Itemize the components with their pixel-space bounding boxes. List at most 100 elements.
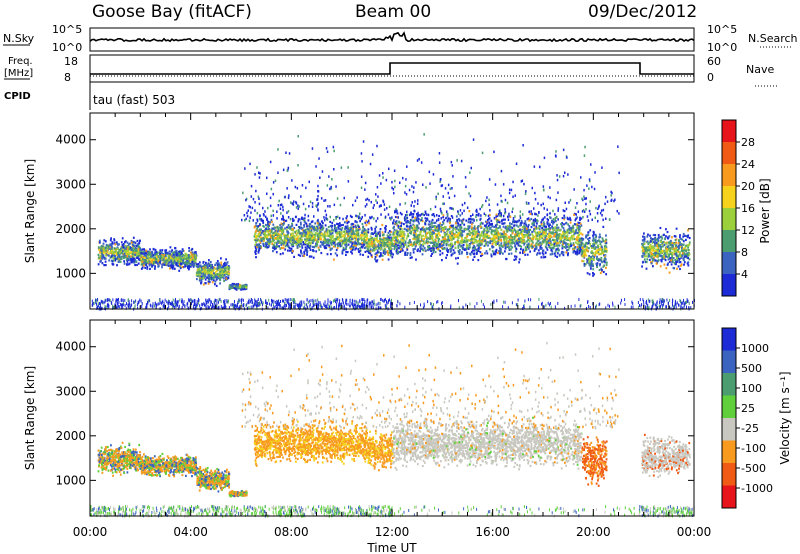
echo-cell — [518, 238, 521, 241]
echo-cell — [298, 226, 301, 229]
echo-cell — [214, 280, 217, 283]
echo-cell — [207, 265, 209, 268]
echo-cell — [355, 231, 358, 234]
echo-cell — [549, 212, 551, 215]
echo-cell — [469, 232, 471, 235]
echo-cell — [518, 240, 521, 244]
echo-cell — [510, 245, 512, 248]
echo-cell — [536, 234, 539, 237]
echo-cell — [378, 247, 380, 250]
echo-cell — [339, 225, 341, 228]
echo-cell — [355, 242, 358, 245]
echo-cell — [415, 233, 417, 236]
echo-cell — [277, 228, 280, 231]
echo-cell — [504, 236, 507, 239]
echo-cell — [403, 231, 405, 234]
echo-cell — [510, 229, 512, 232]
echo-cell — [343, 237, 346, 240]
echo-cell — [116, 246, 119, 249]
echo-cell — [592, 274, 594, 277]
echo-cell — [260, 239, 263, 242]
echo-cell — [510, 226, 513, 229]
echo-cell — [564, 246, 567, 249]
echo-cell — [162, 263, 164, 266]
echo-cell — [530, 239, 533, 242]
echo-cell — [415, 236, 418, 239]
echo-cell — [577, 236, 580, 239]
echo-cell — [540, 222, 543, 226]
echo-cell — [280, 234, 283, 237]
echo-cell — [270, 230, 273, 233]
echo-cell — [166, 261, 169, 264]
echo-cell — [331, 247, 333, 250]
echo-cell — [164, 260, 167, 263]
echo-cell — [535, 246, 538, 249]
echo-cell — [321, 224, 324, 227]
echo-cell — [539, 230, 542, 234]
echo-cell — [150, 261, 153, 264]
echo-cell — [254, 246, 257, 250]
echo-cell — [393, 225, 395, 228]
echo-cell — [350, 250, 352, 253]
echo-cell — [450, 242, 453, 245]
echo-cell — [194, 260, 197, 263]
echo-cell — [388, 241, 391, 244]
echo-cell — [366, 237, 368, 240]
echo-cell — [389, 254, 392, 257]
echo-cell — [120, 241, 123, 244]
echo-cell — [373, 249, 375, 252]
echo-cell — [458, 243, 461, 246]
echo-cell — [552, 227, 555, 230]
echo-cell — [386, 238, 389, 241]
echo-cell — [203, 267, 206, 270]
echo-cell — [116, 256, 119, 259]
echo-cell — [236, 284, 239, 287]
echo-cell — [421, 227, 424, 230]
echo-cell — [207, 274, 210, 277]
echo-cell — [413, 236, 416, 239]
echo-cell — [334, 227, 337, 230]
echo-cell — [460, 219, 463, 222]
echo-cell — [187, 262, 190, 265]
echo-cell — [156, 255, 158, 258]
echo-cell — [464, 228, 467, 231]
echo-cell — [342, 223, 344, 227]
echo-cell — [202, 260, 205, 264]
echo-cell — [414, 227, 417, 231]
echo-cell — [533, 235, 536, 238]
echo-cell — [396, 240, 399, 243]
echo-cell — [365, 224, 368, 227]
echo-cell — [401, 230, 404, 233]
echo-cell — [235, 283, 238, 286]
echo-cell — [511, 242, 513, 245]
echo-cell — [540, 232, 543, 236]
echo-cell — [227, 265, 230, 268]
echo-cell — [287, 224, 290, 227]
echo-cell — [348, 227, 351, 230]
echo-cell — [451, 232, 453, 235]
echo-cell — [342, 239, 344, 242]
echo-cell — [135, 253, 138, 256]
echo-cell — [433, 241, 436, 244]
echo-cell — [231, 282, 234, 286]
echo-cell — [375, 260, 378, 263]
echo-cell — [317, 223, 320, 226]
echo-cell — [345, 247, 347, 250]
echo-cell — [567, 252, 569, 255]
echo-cell — [452, 237, 455, 240]
echo-cell — [400, 227, 403, 231]
echo-cell — [194, 261, 197, 264]
echo-cell — [151, 255, 154, 258]
echo-cell — [492, 253, 495, 256]
echo-cell — [466, 252, 469, 255]
echo-cell — [424, 217, 427, 220]
echo-cell — [306, 230, 309, 233]
echo-cell — [428, 228, 431, 231]
echo-cell — [100, 244, 103, 248]
echo-cell — [530, 225, 533, 229]
echo-cell — [400, 244, 403, 247]
echo-cell — [239, 283, 241, 287]
echo-cell — [523, 251, 526, 254]
echo-cell — [535, 247, 538, 250]
echo-cell — [503, 235, 506, 239]
